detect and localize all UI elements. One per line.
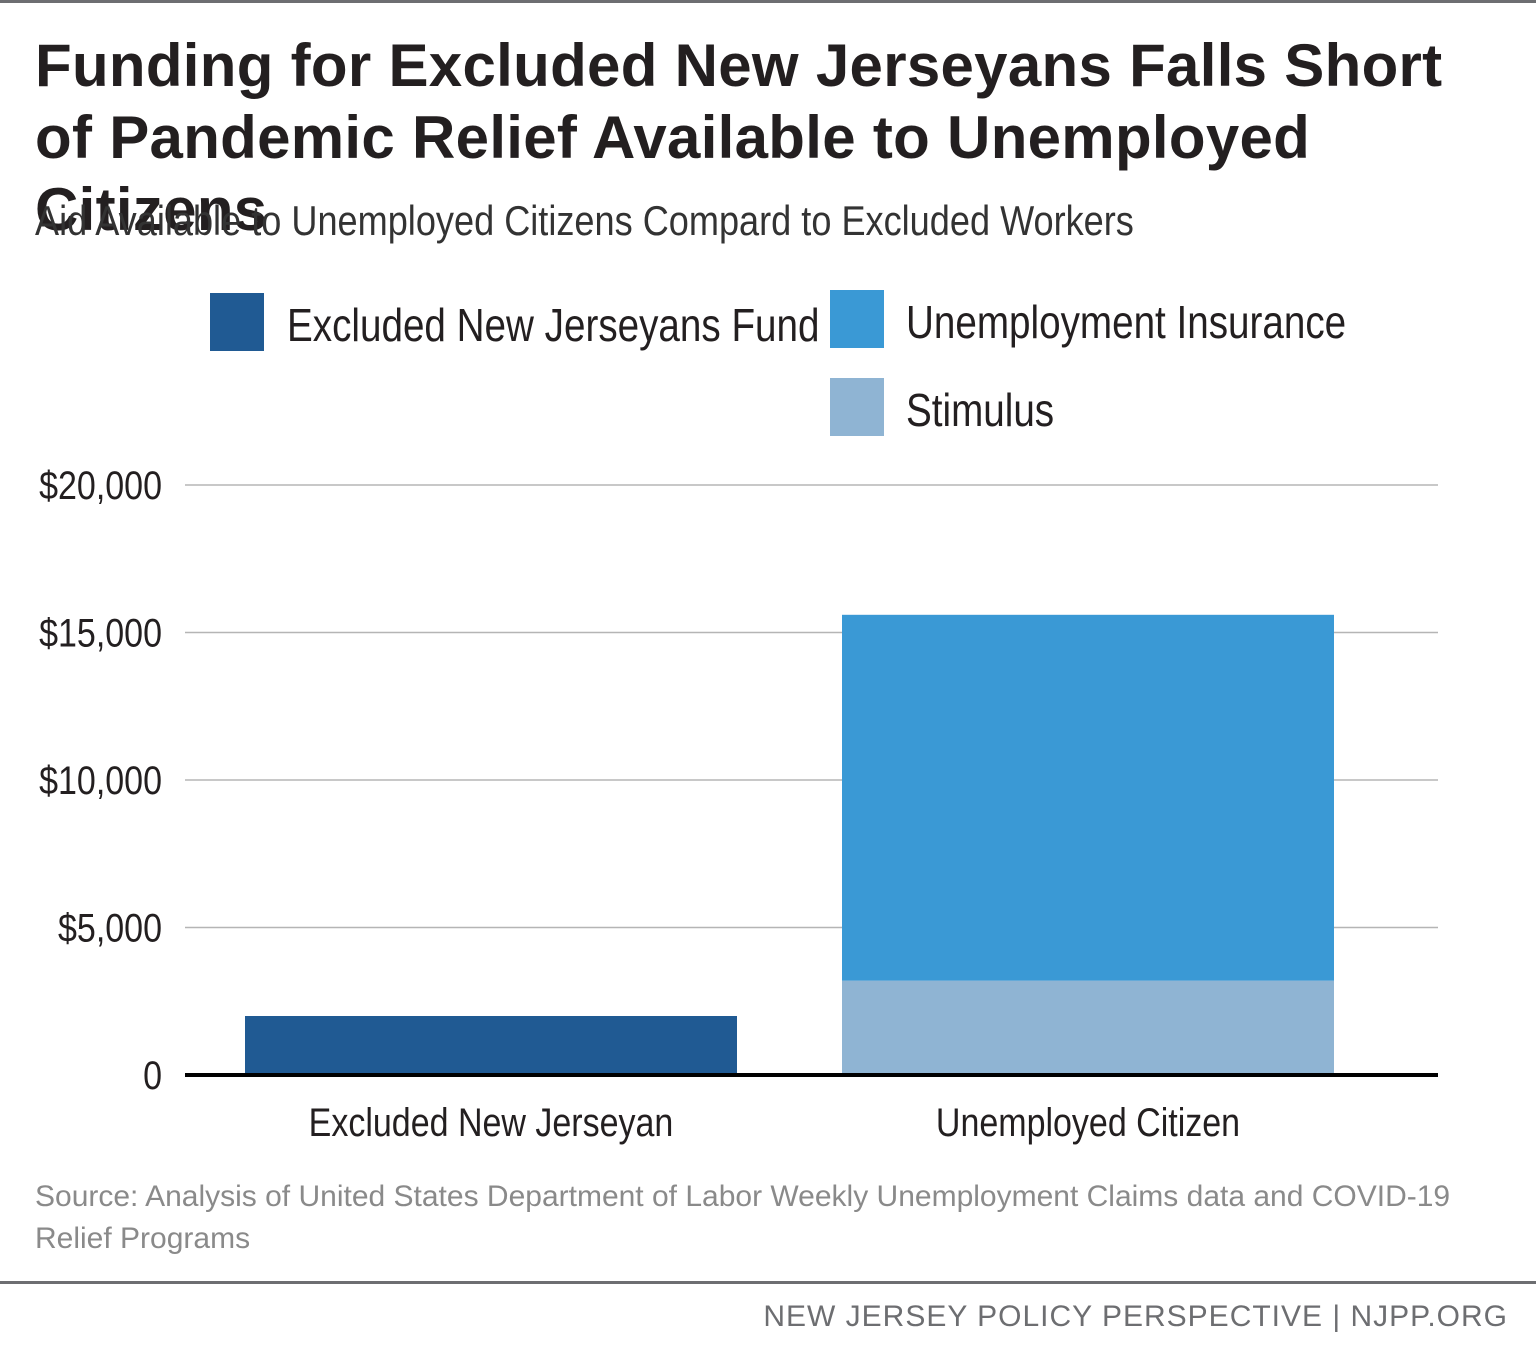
- x-tick-label: Excluded New Jerseyan: [309, 1099, 674, 1144]
- y-tick-label: $15,000: [39, 610, 162, 655]
- legend-swatch: [830, 290, 884, 348]
- bar-chart: 0 $5,000 $10,000 $15,000 $20,000 Excluded New…: [39, 290, 1438, 1145]
- bar-excluded-new-jerseyans-fund: [245, 1016, 737, 1075]
- source-note: Source: Analysis of United States Depart…: [35, 1180, 1451, 1255]
- chart-title: Funding for Excluded New Jerseyans Falls…: [35, 32, 1443, 243]
- legend-swatch: [830, 378, 884, 436]
- footer-credit: NEW JERSEY POLICY PERSPECTIVE | NJPP.ORG: [763, 1300, 1508, 1333]
- legend-label: Unemployment Insurance: [906, 297, 1346, 348]
- x-tick-label: Unemployed Citizen: [936, 1099, 1240, 1144]
- legend-label: Stimulus: [906, 385, 1054, 436]
- bar-unemployment-insurance: [842, 614, 1334, 981]
- bar-stimulus: [842, 980, 1334, 1075]
- legend-swatch: [210, 293, 264, 351]
- y-tick-label: 0: [143, 1052, 162, 1097]
- y-tick-label: $10,000: [39, 757, 162, 802]
- chart-subtitle: Aid Available to Unemployed Citizens Com…: [35, 197, 1134, 244]
- top-rule: [0, 0, 1536, 3]
- bottom-rule: [0, 1281, 1536, 1284]
- y-tick-label: $5,000: [58, 905, 162, 950]
- y-tick-label: $20,000: [39, 462, 162, 507]
- legend-label: Excluded New Jerseyans Fund: [287, 300, 820, 351]
